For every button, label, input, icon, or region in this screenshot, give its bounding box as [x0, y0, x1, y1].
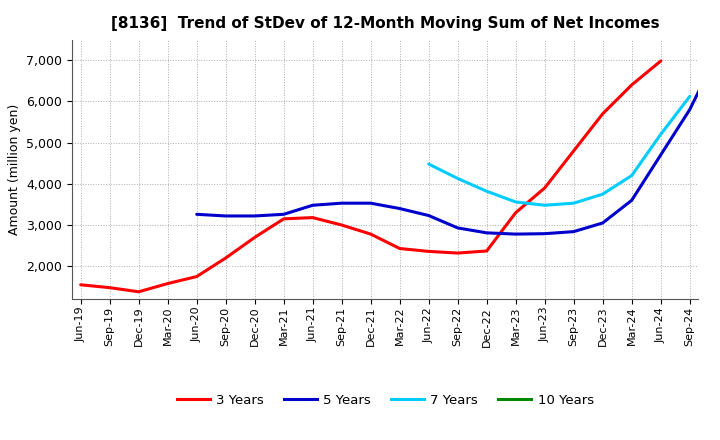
3 Years [598, 111, 607, 117]
3 Years [366, 231, 375, 237]
7 Years [511, 199, 520, 205]
5 Years [714, 48, 720, 53]
3 Years [221, 255, 230, 260]
3 Years [76, 282, 85, 287]
7 Years [570, 201, 578, 206]
3 Years [163, 281, 172, 286]
3 Years [192, 274, 201, 279]
Line: 3 Years: 3 Years [81, 61, 661, 292]
Y-axis label: Amount (million yen): Amount (million yen) [8, 104, 21, 235]
7 Years [482, 189, 491, 194]
3 Years [395, 246, 404, 251]
5 Years [570, 229, 578, 234]
7 Years [598, 191, 607, 197]
5 Years [366, 201, 375, 206]
5 Years [251, 213, 259, 219]
3 Years [424, 249, 433, 254]
5 Years [338, 201, 346, 206]
7 Years [657, 132, 665, 137]
Line: 5 Years: 5 Years [197, 51, 719, 234]
3 Years [135, 289, 143, 294]
7 Years [685, 94, 694, 99]
7 Years [424, 161, 433, 167]
5 Years [192, 212, 201, 217]
5 Years [657, 152, 665, 158]
7 Years [627, 173, 636, 178]
5 Years [424, 213, 433, 218]
5 Years [221, 213, 230, 219]
3 Years [454, 250, 462, 256]
Legend: 3 Years, 5 Years, 7 Years, 10 Years: 3 Years, 5 Years, 7 Years, 10 Years [171, 389, 599, 412]
5 Years [395, 206, 404, 211]
5 Years [482, 230, 491, 235]
3 Years [482, 248, 491, 253]
7 Years [541, 202, 549, 208]
3 Years [279, 216, 288, 221]
3 Years [657, 59, 665, 64]
3 Years [541, 185, 549, 191]
5 Years [598, 220, 607, 226]
Title: [8136]  Trend of StDev of 12-Month Moving Sum of Net Incomes: [8136] Trend of StDev of 12-Month Moving… [111, 16, 660, 32]
5 Years [279, 212, 288, 217]
5 Years [685, 107, 694, 112]
3 Years [570, 148, 578, 154]
Line: 7 Years: 7 Years [428, 96, 690, 205]
5 Years [454, 225, 462, 231]
5 Years [541, 231, 549, 236]
3 Years [338, 222, 346, 227]
5 Years [627, 198, 636, 203]
3 Years [511, 210, 520, 215]
5 Years [308, 202, 317, 208]
5 Years [511, 231, 520, 237]
3 Years [105, 285, 114, 290]
3 Years [308, 215, 317, 220]
7 Years [454, 176, 462, 181]
3 Years [627, 82, 636, 88]
3 Years [251, 235, 259, 240]
